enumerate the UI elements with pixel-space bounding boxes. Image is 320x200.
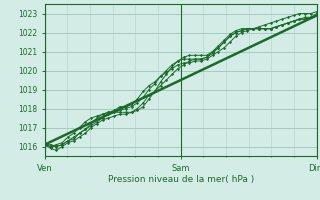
X-axis label: Pression niveau de la mer( hPa ): Pression niveau de la mer( hPa ) (108, 175, 254, 184)
